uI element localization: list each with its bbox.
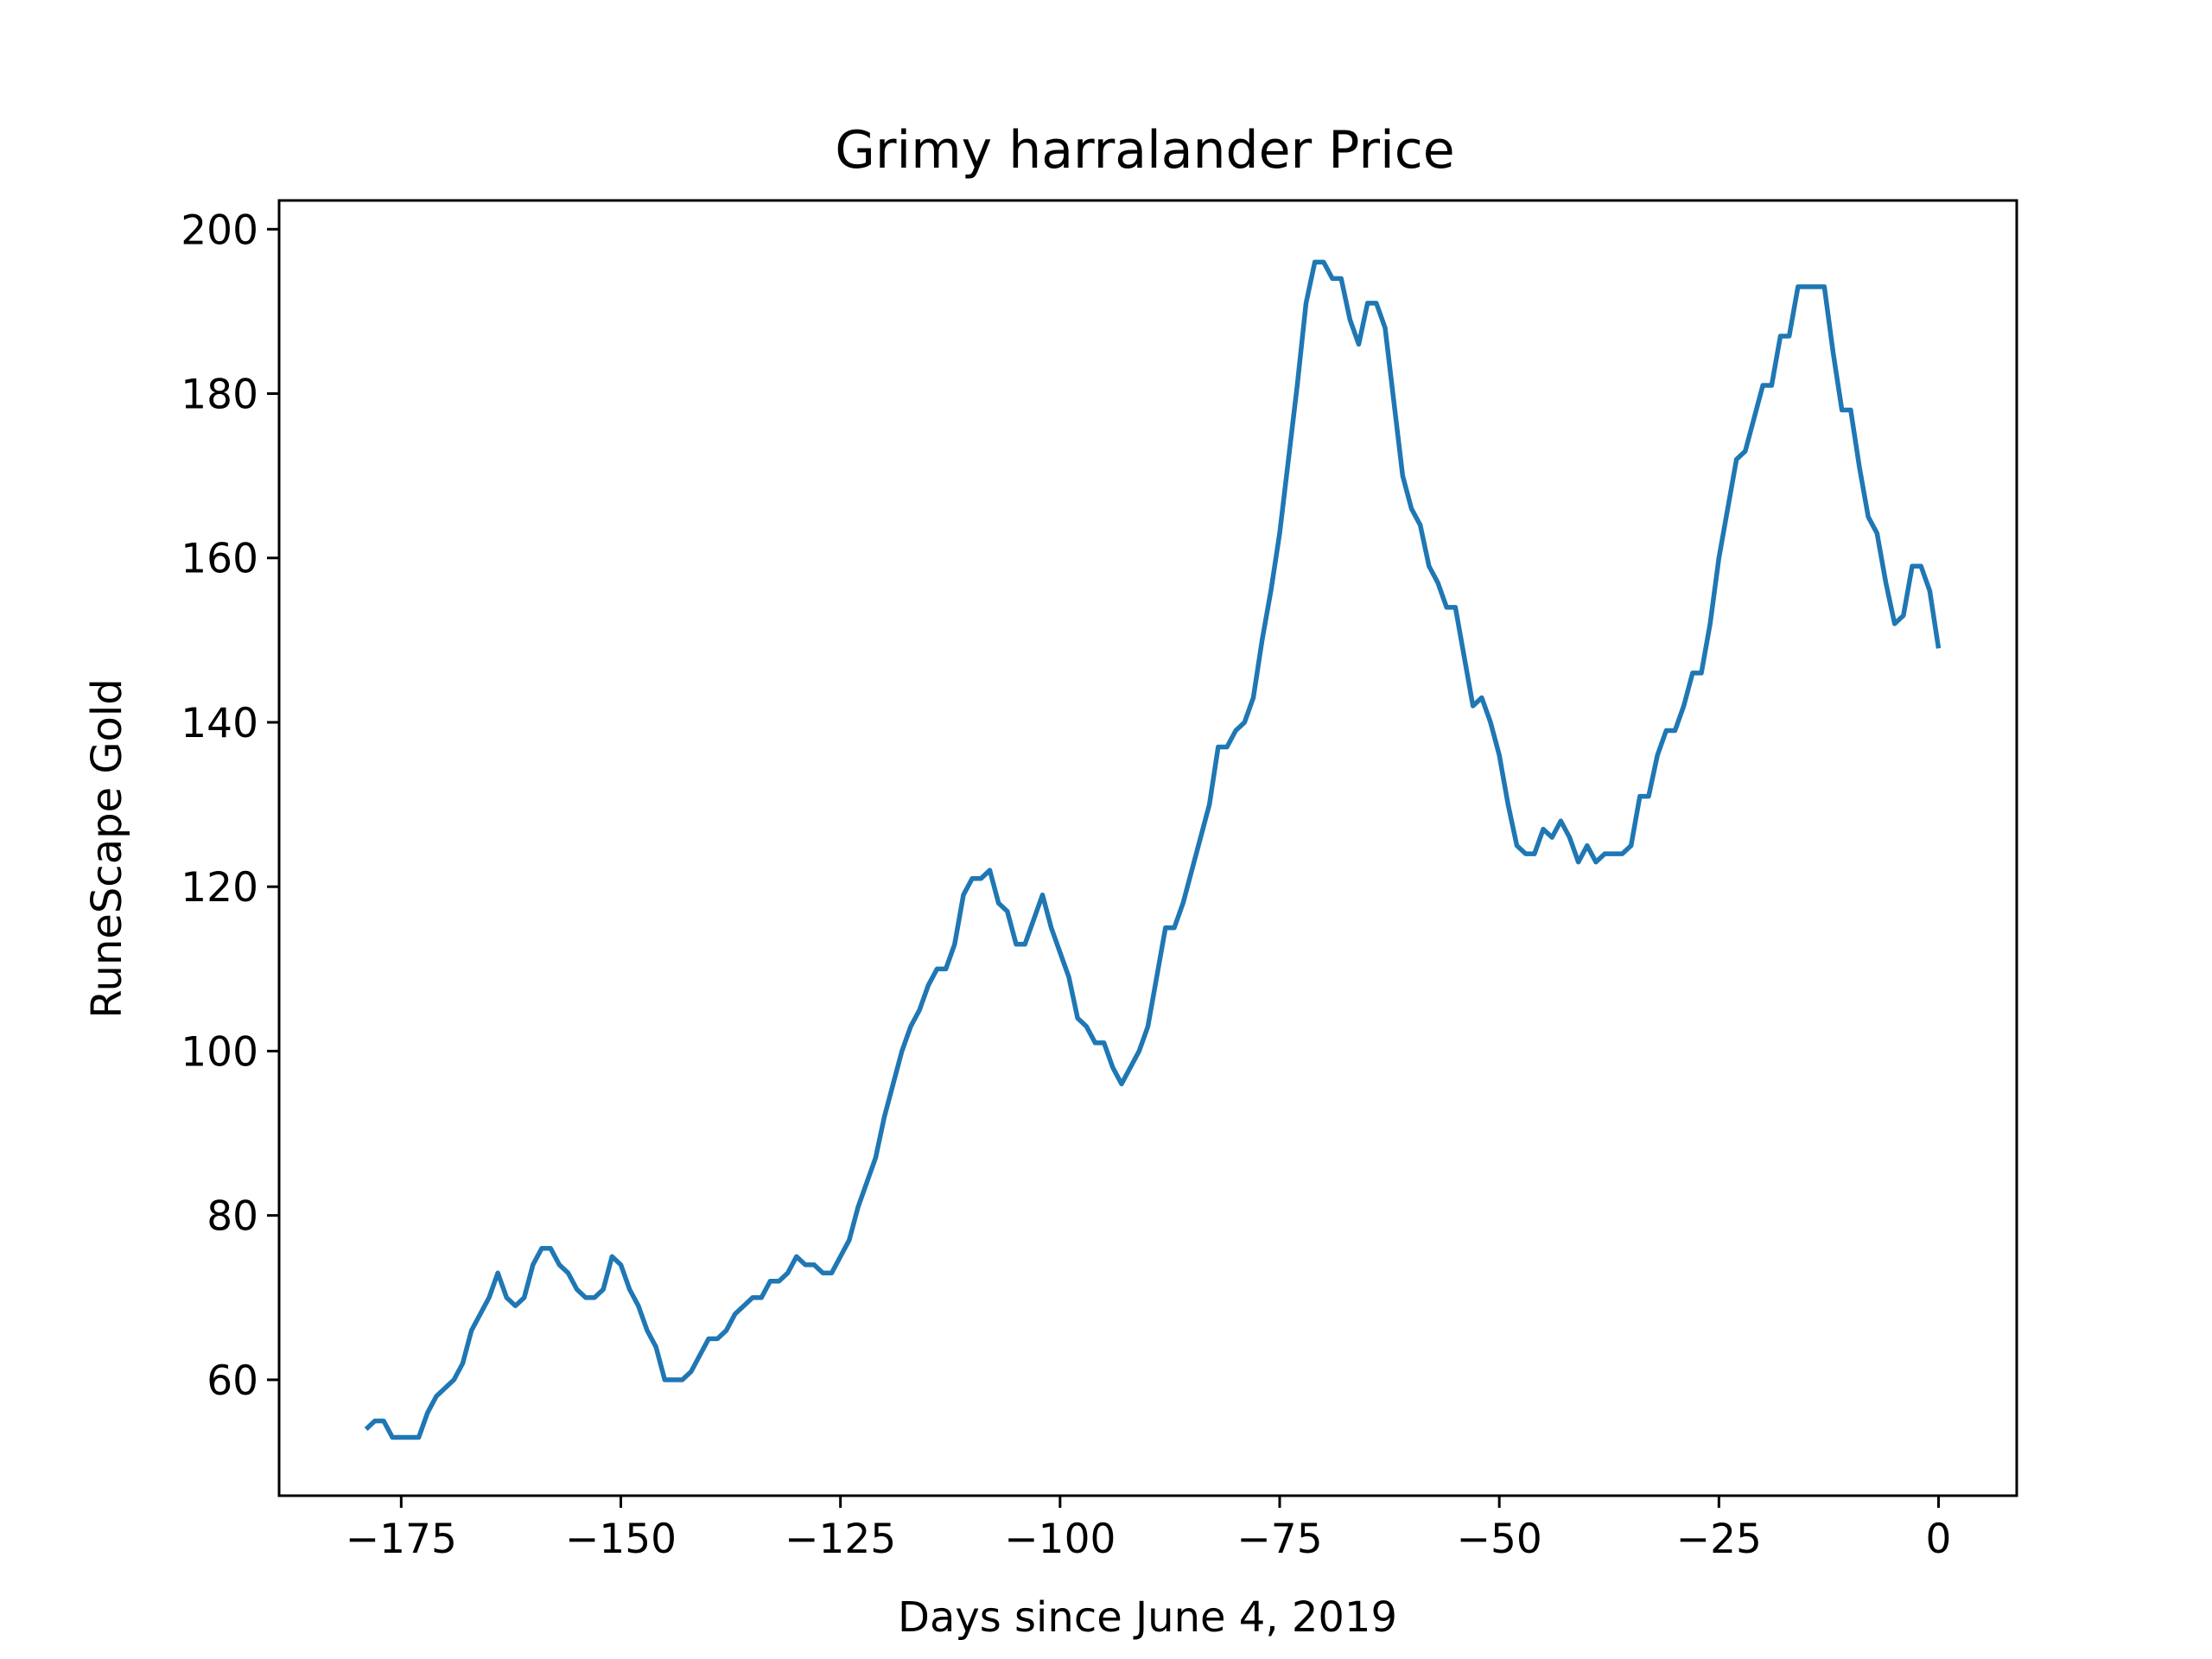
series-layer [364, 259, 1942, 1440]
y-tick-label: 140 [181, 700, 258, 747]
y-tick-label: 180 [181, 372, 258, 419]
y-tick-label: 200 [181, 207, 258, 254]
x-tick-label: −50 [1457, 1516, 1542, 1563]
x-axis-label: Days since June 4, 2019 [898, 1593, 1397, 1642]
x-tick-label: −25 [1676, 1516, 1762, 1563]
chart-title: Grimy harralander Price [835, 120, 1454, 181]
y-axis-label: RuneScape Gold [83, 678, 131, 1018]
series-line [364, 259, 1942, 1440]
y-tick-label: 160 [181, 536, 258, 583]
x-axis: −175 −150 −125 −100 −75 −50 −25 0 [346, 1496, 1952, 1563]
x-tick-label: −75 [1236, 1516, 1322, 1563]
y-tick-label: 100 [181, 1028, 258, 1076]
x-tick-label: 0 [1926, 1516, 1952, 1563]
x-tick-label: −175 [346, 1516, 457, 1563]
y-tick-label: 80 [207, 1193, 258, 1241]
plot-frame [277, 199, 2018, 1497]
y-axis: 60 80 100 120 140 160 180 200 [181, 207, 279, 1405]
y-tick-label: 120 [181, 864, 258, 912]
x-tick-label: −100 [1004, 1516, 1116, 1563]
y-tick-label: 60 [207, 1357, 258, 1405]
x-tick-label: −125 [785, 1516, 896, 1563]
x-tick-label: −150 [565, 1516, 677, 1563]
